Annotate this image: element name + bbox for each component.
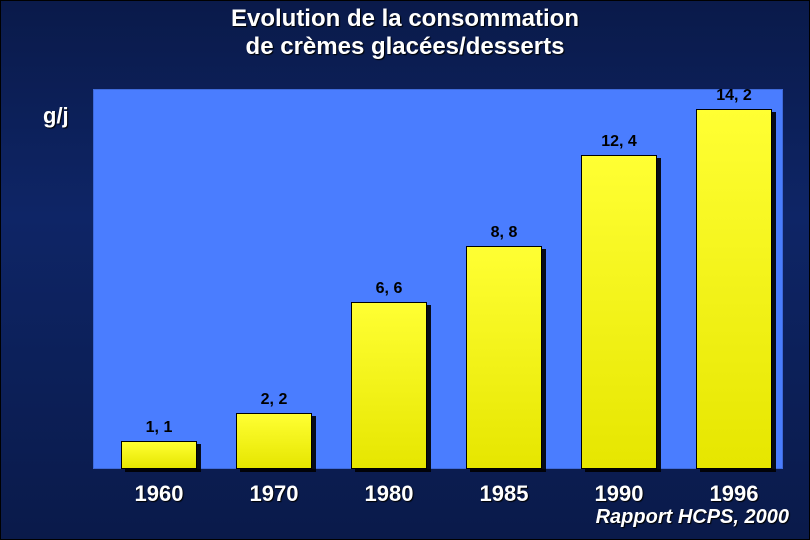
bar-1980: 6, 6	[351, 302, 427, 469]
bar	[236, 413, 312, 469]
title-line1: Evolution de la consommation	[231, 5, 579, 32]
value-label: 14, 2	[696, 87, 772, 105]
bar-1960: 1, 1	[121, 441, 197, 469]
value-label: 1, 1	[121, 419, 197, 437]
category-label-1996: 1996	[684, 481, 784, 507]
category-label-1960: 1960	[109, 481, 209, 507]
category-label-1980: 1980	[339, 481, 439, 507]
category-label-1990: 1990	[569, 481, 669, 507]
bar-1996: 14, 2	[696, 109, 772, 469]
category-label-1970: 1970	[224, 481, 324, 507]
value-label: 6, 6	[351, 280, 427, 298]
plot-area: 1, 1 2, 2 6, 6 8, 8 12, 4 14, 2	[93, 89, 783, 469]
bar-1985: 8, 8	[466, 246, 542, 469]
bar	[696, 109, 772, 469]
source-citation: Rapport HCPS, 2000	[596, 506, 789, 529]
bar	[466, 246, 542, 469]
slide: Evolution de la consommation de crèmes g…	[0, 0, 810, 540]
bar	[121, 441, 197, 469]
y-axis-label: g/j	[43, 103, 69, 129]
value-label: 12, 4	[581, 133, 657, 151]
chart-title: Evolution de la consommation de crèmes g…	[1, 1, 809, 60]
value-label: 8, 8	[466, 224, 542, 242]
category-label-1985: 1985	[454, 481, 554, 507]
bar-1990: 12, 4	[581, 155, 657, 469]
value-label: 2, 2	[236, 391, 312, 409]
bar	[351, 302, 427, 469]
bar	[581, 155, 657, 469]
title-line2: de crèmes glacées/desserts	[246, 33, 565, 60]
bar-1970: 2, 2	[236, 413, 312, 469]
